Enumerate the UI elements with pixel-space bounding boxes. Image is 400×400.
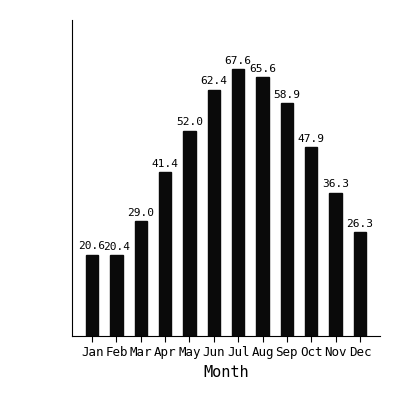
Text: 36.3: 36.3	[322, 180, 349, 190]
Bar	[354, 232, 366, 336]
Bar	[281, 103, 293, 336]
Text: 47.9: 47.9	[298, 134, 325, 144]
Bar	[110, 256, 122, 336]
Text: 20.4: 20.4	[103, 242, 130, 252]
Text: 58.9: 58.9	[273, 90, 300, 100]
Text: 52.0: 52.0	[176, 118, 203, 128]
Bar	[256, 77, 269, 336]
Text: 26.3: 26.3	[346, 219, 374, 229]
Bar	[305, 147, 317, 336]
Bar	[86, 255, 98, 336]
Bar	[208, 90, 220, 336]
Bar	[330, 193, 342, 336]
Text: 20.6: 20.6	[78, 242, 106, 252]
X-axis label: Month: Month	[203, 365, 249, 380]
Text: 41.4: 41.4	[152, 159, 179, 169]
Bar	[232, 69, 244, 336]
Text: 62.4: 62.4	[200, 76, 227, 86]
Text: 29.0: 29.0	[127, 208, 154, 218]
Text: 67.6: 67.6	[225, 56, 252, 66]
Text: 65.6: 65.6	[249, 64, 276, 74]
Bar	[135, 222, 147, 336]
Bar	[159, 172, 171, 336]
Bar	[183, 130, 196, 336]
